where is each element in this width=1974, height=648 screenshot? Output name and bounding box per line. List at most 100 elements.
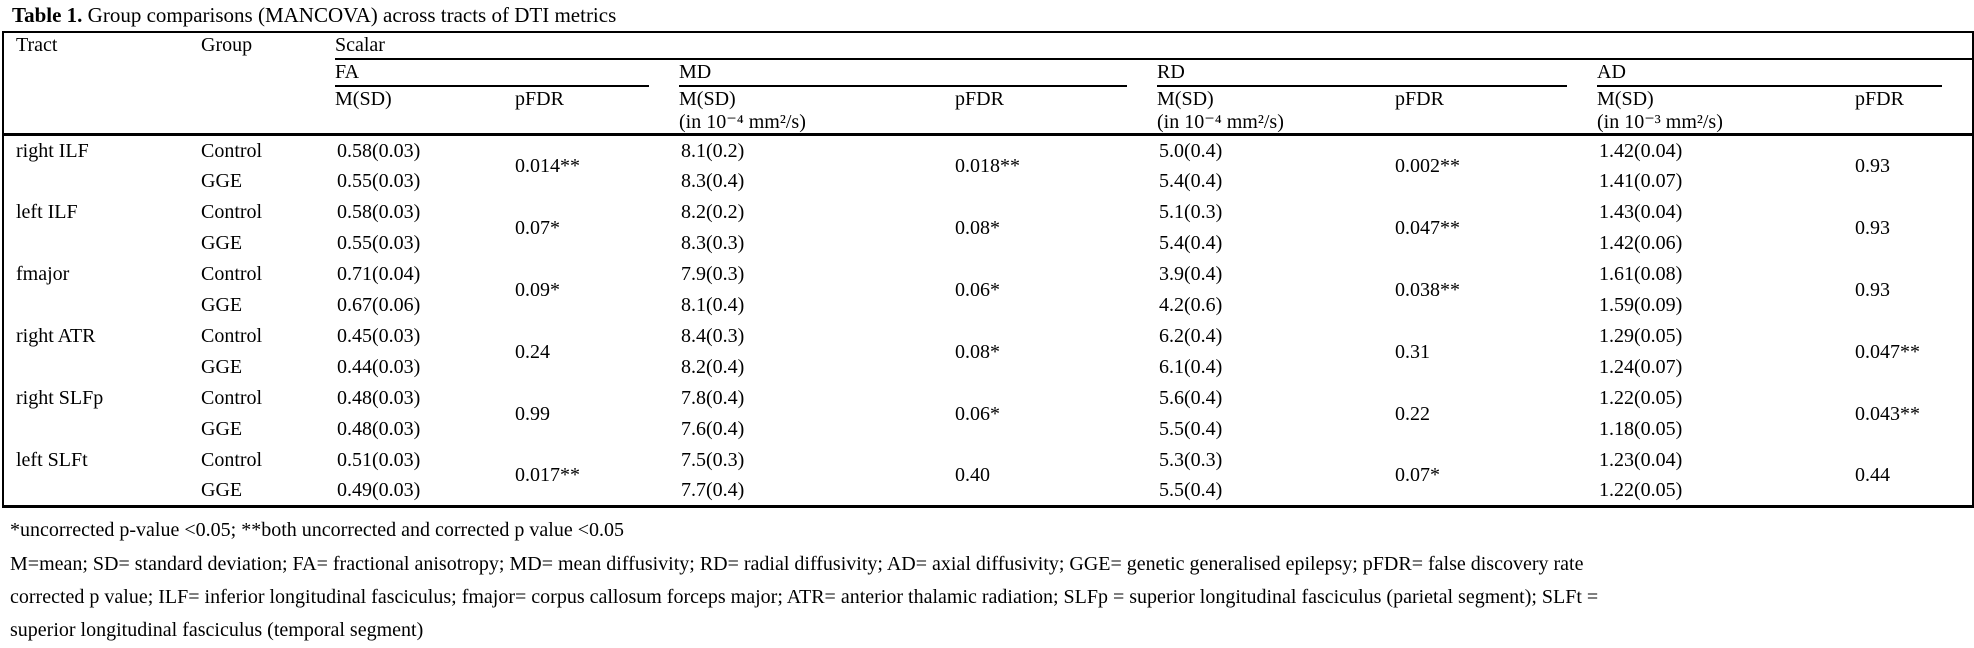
tract-cell: left ILF	[16, 200, 78, 223]
rd-value-cell: 5.3(0.3)	[1159, 449, 1223, 471]
rd-pfdr-cell: 0.07*	[1395, 463, 1440, 486]
fa-value-cell: 0.49(0.03)	[337, 479, 421, 502]
ad-value-cell: 1.18(0.05)	[1599, 418, 1683, 440]
group-cell: Control	[201, 449, 263, 471]
table-row: GGE 0.55(0.03) 8.3(0.3) 5.4(0.4) 1.42(0.…	[3, 228, 1973, 259]
md-pfdr-header: pFDR	[953, 87, 1157, 136]
table-row: GGE 0.44(0.03) 8.2(0.4) 6.1(0.4) 1.24(0.…	[3, 352, 1973, 383]
fa-value-cell: 0.48(0.03)	[337, 418, 421, 440]
fa-pfdr-header: pFDR	[513, 87, 679, 136]
rd-pfdr-header: pFDR	[1393, 87, 1597, 136]
md-pfdr-cell: 0.40	[955, 463, 990, 486]
md-value-cell: 7.7(0.4)	[681, 479, 745, 502]
ad-value-cell: 1.23(0.04)	[1599, 449, 1683, 471]
md-msd-header: M(SD) (in 10⁻⁴ mm²/s)	[679, 87, 953, 136]
ad-value-cell: 1.22(0.05)	[1599, 479, 1683, 502]
ad-value-cell: 1.41(0.07)	[1599, 170, 1683, 192]
table-row: right SLFp Control 0.48(0.03) 0.99 7.8(0…	[3, 383, 1973, 425]
col-header-md: MD	[679, 59, 1157, 87]
rd-value-cell: 5.1(0.3)	[1159, 201, 1223, 223]
md-value-cell: 8.3(0.3)	[681, 232, 745, 254]
col-header-group: Group	[189, 32, 335, 136]
col-header-tract: Tract	[3, 32, 189, 136]
md-pfdr-cell: 0.08*	[955, 216, 1000, 239]
rd-pfdr-cell: 0.002**	[1395, 155, 1460, 178]
md-pfdr-cell: 0.018**	[955, 155, 1020, 178]
ad-value-cell: 1.42(0.06)	[1599, 232, 1683, 254]
rd-pfdr-cell: 0.047**	[1395, 216, 1460, 239]
group-cell: GGE	[201, 170, 243, 192]
rd-pfdr-cell: 0.22	[1395, 402, 1430, 425]
table-row: GGE 0.49(0.03) 7.7(0.4) 5.5(0.4) 1.22(0.…	[3, 476, 1973, 507]
ad-value-cell: 1.42(0.04)	[1599, 139, 1683, 162]
ad-msd-header: M(SD) (in 10⁻³ mm²/s)	[1597, 87, 1853, 136]
table-row: right ILF Control 0.58(0.03) 0.014** 8.1…	[3, 135, 1973, 178]
fa-msd-header: M(SD)	[335, 87, 513, 136]
md-value-cell: 8.1(0.4)	[681, 294, 745, 316]
rd-value-cell: 5.0(0.4)	[1159, 139, 1223, 162]
ad-unit: (in 10⁻³ mm²/s)	[1597, 111, 1723, 133]
col-header-fa: FA	[335, 59, 679, 87]
rd-value-cell: 5.6(0.4)	[1159, 387, 1223, 409]
tract-cell: left SLFt	[16, 448, 88, 471]
group-cell: GGE	[201, 479, 243, 502]
header-row-metrics: FA MD RD AD	[3, 59, 1973, 87]
rd-pfdr-cell: 0.038**	[1395, 278, 1460, 301]
fa-pfdr-cell: 0.014**	[515, 155, 580, 178]
ad-pfdr-cell: 0.93	[1855, 278, 1890, 301]
md-label: MD	[679, 60, 1127, 87]
ad-pfdr-cell: 0.043**	[1855, 402, 1920, 425]
rd-value-cell: 4.2(0.6)	[1159, 294, 1223, 316]
group-cell: GGE	[201, 232, 243, 254]
tract-cell: right ATR	[16, 324, 96, 347]
md-pfdr-cell: 0.08*	[955, 340, 1000, 363]
ad-label: AD	[1597, 60, 1943, 87]
fa-value-cell: 0.55(0.03)	[337, 170, 421, 192]
mancova-table: Tract Group Scalar FA MD RD AD M(SD) pFD…	[2, 31, 1974, 508]
ad-value-cell: 1.61(0.08)	[1599, 263, 1683, 285]
tract-cell: right ILF	[16, 140, 89, 162]
ad-pfdr-cell: 0.047**	[1855, 340, 1920, 363]
md-pfdr-cell: 0.06*	[955, 402, 1000, 425]
md-value-cell: 7.5(0.3)	[681, 449, 745, 471]
group-cell: GGE	[201, 356, 243, 378]
rd-value-cell: 5.5(0.4)	[1159, 479, 1223, 502]
fa-label: FA	[335, 60, 649, 87]
ad-value-cell: 1.59(0.09)	[1599, 294, 1683, 316]
rd-value-cell: 6.1(0.4)	[1159, 356, 1223, 378]
col-header-scalar: Scalar	[335, 32, 1974, 60]
fa-value-cell: 0.58(0.03)	[337, 201, 421, 223]
rd-msd-header: M(SD) (in 10⁻⁴ mm²/s)	[1157, 87, 1393, 136]
rd-value-cell: 3.9(0.4)	[1159, 263, 1223, 285]
table-title: Table 1. Group comparisons (MANCOVA) acr…	[2, 2, 1972, 31]
group-cell: Control	[201, 263, 263, 285]
group-cell: Control	[201, 139, 263, 162]
ad-value-cell: 1.24(0.07)	[1599, 356, 1683, 378]
fa-pfdr-cell: 0.24	[515, 340, 550, 363]
col-header-ad: AD	[1597, 59, 1973, 87]
fa-value-cell: 0.67(0.06)	[337, 294, 421, 316]
fa-unit	[335, 111, 513, 133]
md-pfdr-cell: 0.06*	[955, 278, 1000, 301]
table-row: GGE 0.55(0.03) 8.3(0.4) 5.4(0.4) 1.41(0.…	[3, 166, 1973, 197]
fa-value-cell: 0.71(0.04)	[337, 263, 421, 285]
group-cell: GGE	[201, 294, 243, 316]
header-row-top: Tract Group Scalar	[3, 32, 1974, 136]
fa-pfdr-cell: 0.99	[515, 402, 550, 425]
md-value-cell: 8.3(0.4)	[681, 170, 745, 192]
fa-value-cell: 0.45(0.03)	[337, 325, 421, 347]
fa-value-cell: 0.58(0.03)	[337, 139, 421, 162]
md-value-cell: 8.1(0.2)	[681, 139, 745, 162]
fa-value-cell: 0.55(0.03)	[337, 232, 421, 254]
significance-note: *uncorrected p-value <0.05; **both uncor…	[10, 519, 624, 541]
md-value-cell: 8.4(0.3)	[681, 325, 745, 347]
abbreviations-note: M=mean; SD= standard deviation; FA= frac…	[10, 553, 1599, 641]
rd-pfdr-cell: 0.31	[1395, 340, 1430, 363]
rd-value-cell: 5.5(0.4)	[1159, 418, 1223, 440]
group-cell: GGE	[201, 418, 243, 440]
ad-pfdr-header: pFDR	[1853, 87, 1974, 136]
md-unit: (in 10⁻⁴ mm²/s)	[679, 111, 806, 133]
table-row: fmajor Control 0.71(0.04) 0.09* 7.9(0.3)…	[3, 259, 1973, 301]
ad-pfdr-cell: 0.93	[1855, 155, 1890, 178]
